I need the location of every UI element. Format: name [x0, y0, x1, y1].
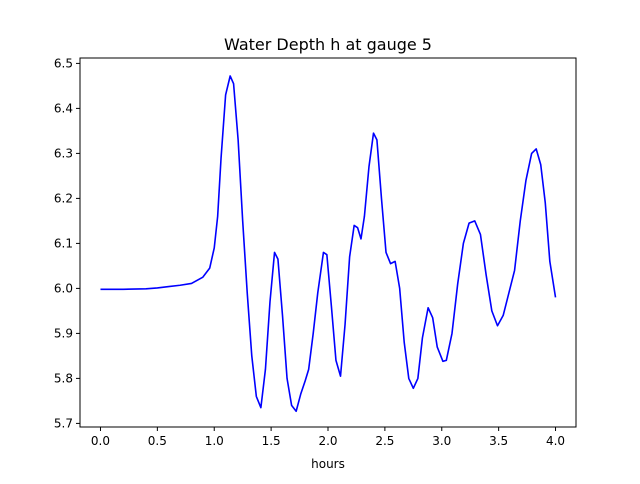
x-tick-label: 2.0 [318, 434, 337, 448]
x-tick-label: 3.5 [489, 434, 508, 448]
y-tick-label: 6.1 [54, 236, 73, 250]
x-tick-label: 0.0 [91, 434, 110, 448]
plot-frame [79, 57, 577, 428]
x-tick-label: 0.5 [148, 434, 167, 448]
x-axis-label: hours [311, 457, 345, 471]
y-tick-label: 6.2 [54, 191, 73, 205]
y-tick-label: 5.8 [54, 371, 73, 385]
y-tick-label: 6.5 [54, 56, 73, 70]
x-tick-label: 2.5 [375, 434, 394, 448]
series-line-0 [100, 75, 557, 413]
y-tick-label: 6.3 [54, 146, 73, 160]
y-tick-label: 6.0 [54, 281, 73, 295]
x-tick-label: 1.0 [205, 434, 224, 448]
x-tick-label: 3.0 [432, 434, 451, 448]
y-tick-label: 6.4 [54, 101, 73, 115]
chart-title: Water Depth h at gauge 5 [224, 35, 432, 54]
x-tick-label: 4.0 [546, 434, 565, 448]
plot-area [100, 75, 557, 413]
axes: 0.0 0.5 1.0 1.5 2.0 2.5 3.0 3.5 4.0 5.7 5.8 5.9 6.0 6… [54, 56, 577, 448]
y-tick-label: 5.7 [54, 416, 73, 430]
x-tick-label: 1.5 [262, 434, 281, 448]
y-tick-label: 5.9 [54, 326, 73, 340]
